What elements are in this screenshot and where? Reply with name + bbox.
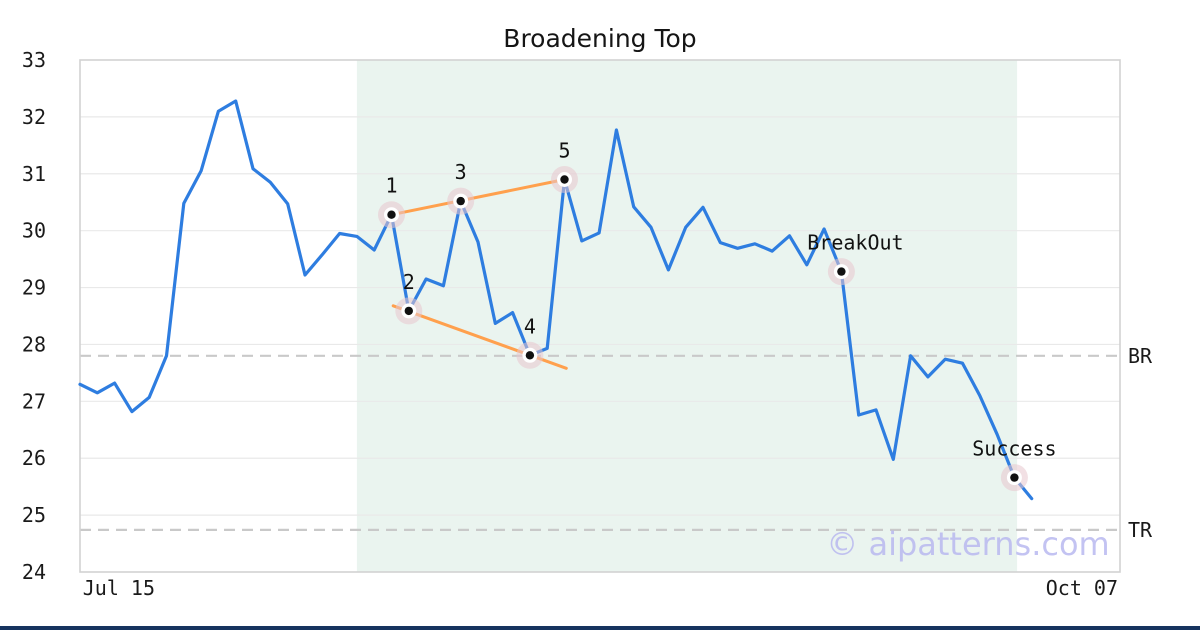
y-tick-label: 31 — [22, 162, 46, 186]
pattern-point-dot — [837, 267, 846, 276]
pattern-point-label-3: 3 — [455, 160, 467, 184]
pattern-point-dot — [404, 306, 413, 316]
pattern-point-label-1: 1 — [385, 174, 397, 198]
y-tick-label: 24 — [22, 560, 46, 584]
pattern-point-label-5: 5 — [558, 139, 570, 163]
pattern-point-dot — [560, 175, 569, 184]
x-tick-label: Jul 15 — [83, 576, 155, 600]
plot-area: 24 25 26 27 28 29 30 31 32 33 Jul 15 Oct 07 BR TR 1 2 3 4… — [22, 48, 1153, 600]
trendline-upper — [390, 178, 566, 217]
pattern-point-dot — [1010, 473, 1019, 482]
chart-title: Broadening Top — [503, 24, 696, 53]
y-tick-label: 28 — [22, 332, 46, 356]
level-label-br: BR — [1128, 344, 1153, 368]
y-tick-label: 25 — [22, 503, 46, 527]
plot-border — [79, 59, 1121, 573]
price-line — [78, 99, 1034, 501]
pattern-point-label-4: 4 — [524, 314, 536, 338]
y-tick-label: 32 — [22, 105, 46, 129]
pattern-point-dot — [456, 196, 465, 206]
x-tick-label: Oct 07 — [1046, 576, 1118, 600]
pattern-point-dot — [525, 351, 535, 360]
y-tick-label: 33 — [22, 48, 46, 72]
pattern-point-label-success: Success — [972, 437, 1056, 461]
y-tick-label: 27 — [22, 389, 46, 413]
pattern-point-label-2: 2 — [403, 270, 415, 294]
footer-accent-bar — [0, 626, 1200, 630]
pattern-point-label-breakout: BreakOut — [807, 231, 903, 255]
y-tick-label: 29 — [22, 276, 46, 300]
watermark: © aipatterns.com — [826, 525, 1109, 563]
y-tick-label: 30 — [22, 219, 46, 243]
y-tick-label: 26 — [22, 446, 46, 470]
pattern-point-dot — [387, 210, 396, 219]
level-label-tr: TR — [1128, 518, 1153, 542]
shaded-pattern-region — [356, 60, 1018, 572]
